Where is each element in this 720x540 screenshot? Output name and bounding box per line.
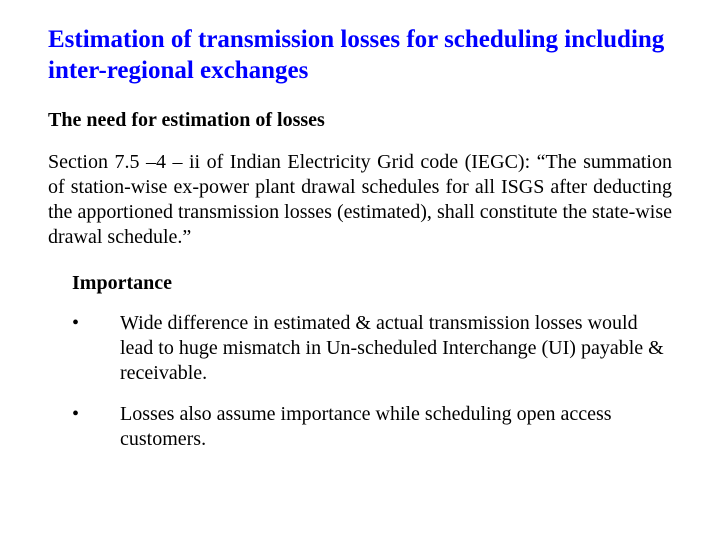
bullet-item: • Wide difference in estimated & actual … xyxy=(72,311,672,386)
slide-title: Estimation of transmission losses for sc… xyxy=(48,24,672,87)
section-body-need: Section 7.5 –4 – ii of Indian Electricit… xyxy=(48,150,672,250)
slide-container: Estimation of transmission losses for sc… xyxy=(0,0,720,492)
bullet-text: Losses also assume importance while sche… xyxy=(120,402,672,452)
bullet-text: Wide difference in estimated & actual tr… xyxy=(120,311,672,386)
bullet-item: • Losses also assume importance while sc… xyxy=(72,402,672,452)
section-heading-need: The need for estimation of losses xyxy=(48,109,672,132)
section-heading-importance: Importance xyxy=(72,272,672,295)
bullet-marker-icon: • xyxy=(72,402,120,452)
importance-block: Importance • Wide difference in estimate… xyxy=(48,272,672,452)
bullet-marker-icon: • xyxy=(72,311,120,386)
